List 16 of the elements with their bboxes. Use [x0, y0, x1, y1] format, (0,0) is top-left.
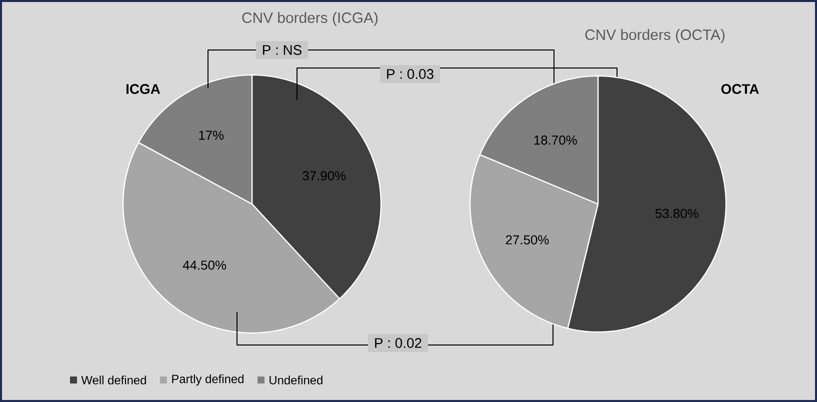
chart-title: CNV borders (ICGA)	[242, 12, 378, 26]
legend-label: Undefined	[270, 376, 322, 384]
data-label: 44.50%	[182, 260, 226, 270]
text: OCTA	[721, 84, 759, 94]
data-label: 17%	[199, 130, 224, 140]
data-label: 18.70%	[534, 136, 577, 145]
legend-label: Well defined	[81, 376, 146, 384]
data-label: 27.50%	[506, 235, 549, 244]
legend-label: Partly defined	[172, 374, 244, 386]
text: ICGA	[126, 84, 160, 94]
data-label: 53.80%	[655, 208, 698, 218]
data-label: 37.90%	[302, 171, 346, 180]
chart-title: CNV borders (OCTA)	[585, 29, 725, 43]
text: P : 0.02	[375, 338, 422, 348]
text: P : 0.03	[387, 69, 434, 79]
text: P : NS	[262, 45, 302, 55]
